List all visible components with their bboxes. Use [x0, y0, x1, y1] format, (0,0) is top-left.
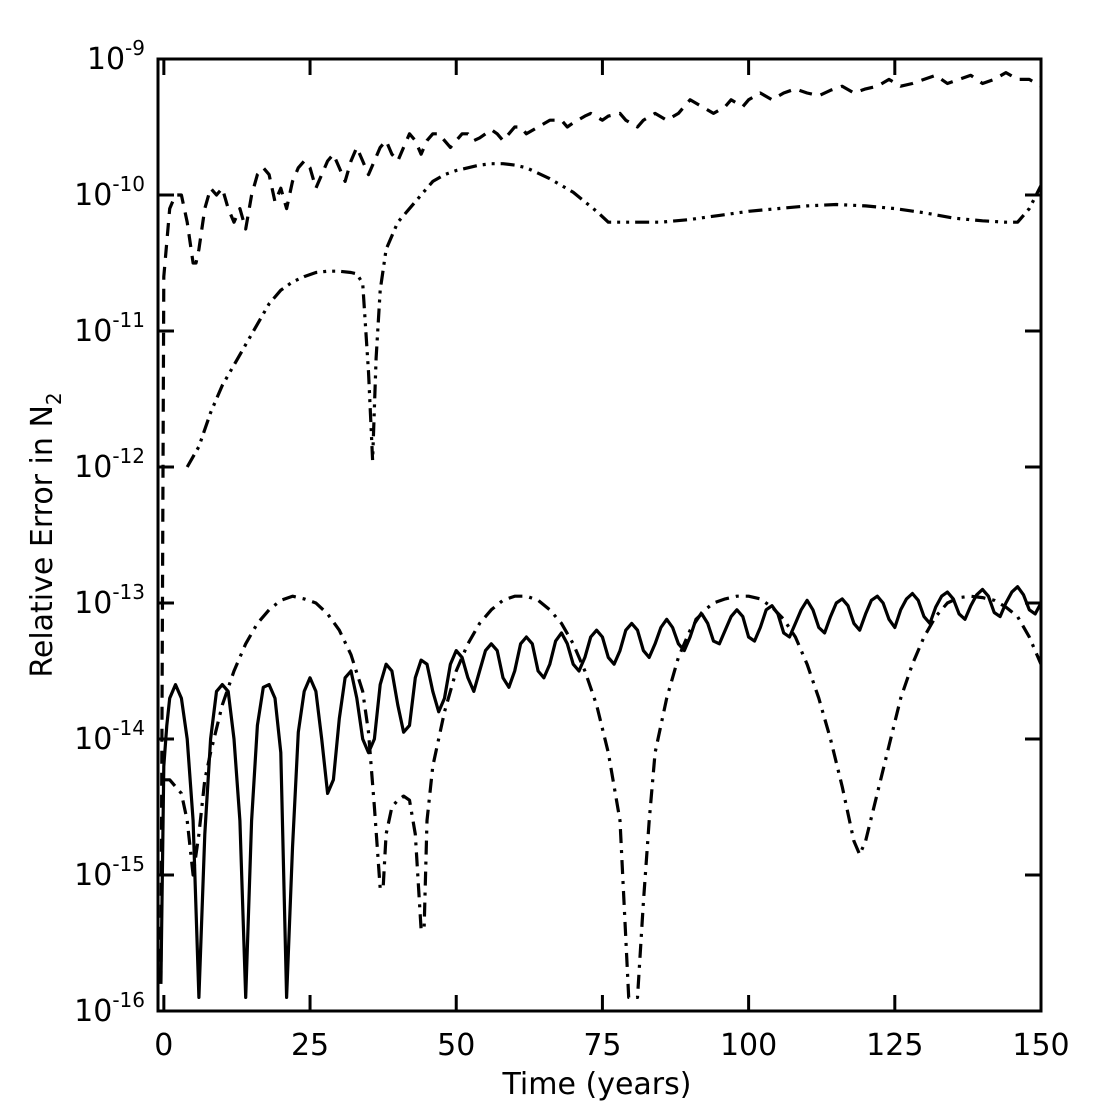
- x-tick-label: 75: [583, 1028, 621, 1063]
- series-line-solid: [159, 585, 1041, 999]
- y-tick-label: 10-16: [74, 988, 145, 1029]
- x-tick-label: 100: [720, 1028, 777, 1063]
- y-tick-label: 10-14: [74, 716, 145, 757]
- series-line-dashdot: [163, 594, 1041, 999]
- y-axis-title: Relative Error in N2: [25, 392, 66, 677]
- series-line-dashed: [159, 71, 1041, 984]
- series-line-dashdotdot: [185, 162, 1041, 468]
- x-tick-label: 50: [437, 1028, 475, 1063]
- y-tick-label: 10-12: [74, 444, 145, 485]
- plot-frame: [156, 57, 1043, 1013]
- series-layer: [159, 71, 1041, 999]
- y-axis-title-main: Relative Error in N: [25, 405, 60, 678]
- y-tick-label: 10-10: [74, 172, 145, 213]
- x-axis: 0 25 50 75 100 125 150: [154, 59, 1070, 1063]
- x-tick-label: 0: [154, 1028, 173, 1063]
- y-tick-label: 10-15: [74, 852, 145, 893]
- x-tick-label: 25: [291, 1028, 329, 1063]
- x-axis-title: Time (years): [502, 1067, 692, 1102]
- y-tick-label: 10-11: [74, 308, 145, 349]
- x-tick-label: 150: [1012, 1028, 1069, 1063]
- x-tick-label: 125: [866, 1028, 923, 1063]
- y-axis-title-subscript: 2: [42, 392, 66, 405]
- y-tick-label: 10-9: [87, 36, 145, 77]
- y-tick-label: 10-13: [74, 580, 145, 621]
- y-axis: 10-16 10-15 10-14 10-13 10-12 10-11 10-10 10-9: [74, 36, 1041, 1029]
